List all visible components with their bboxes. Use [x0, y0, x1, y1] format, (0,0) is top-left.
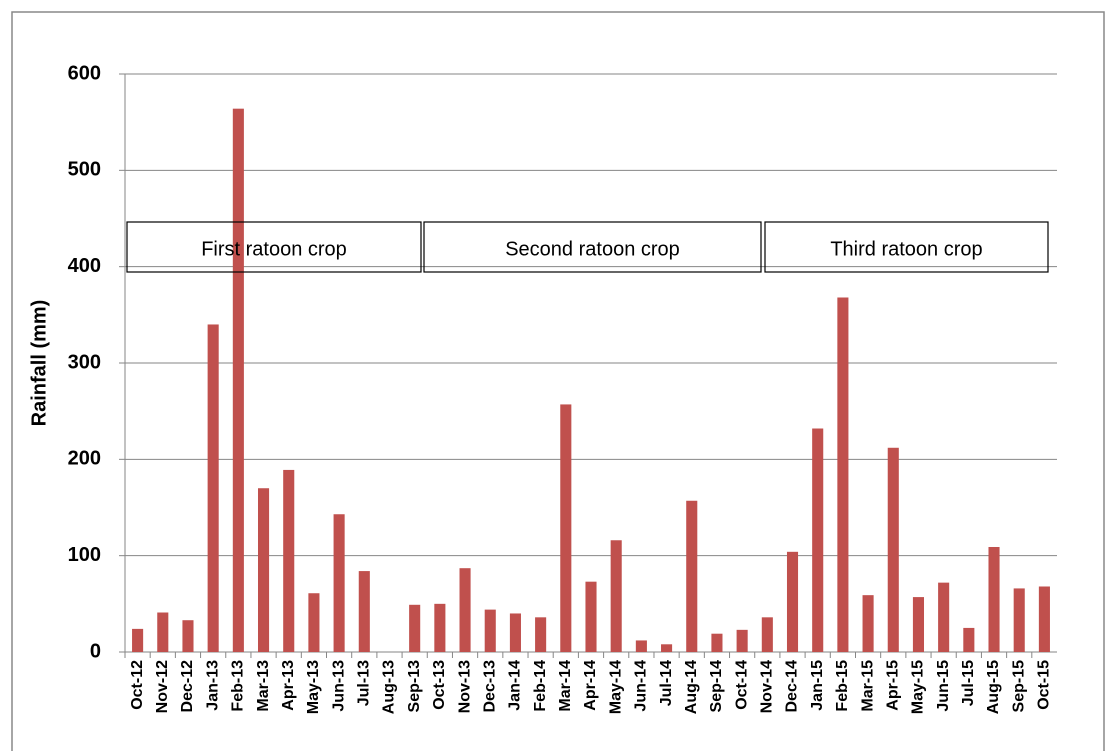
annotation: Third ratoon crop — [830, 238, 982, 260]
bar — [812, 428, 824, 652]
annotation-box — [126, 221, 422, 273]
bar — [358, 571, 370, 652]
bar — [1013, 588, 1025, 652]
x-tick-label: Mar-15 — [859, 660, 876, 712]
y-tick-label: 300 — [68, 351, 101, 373]
bar — [182, 620, 194, 652]
x-tick-label: Dec-12 — [179, 660, 196, 713]
bar — [308, 593, 320, 652]
x-tick-label: Jan-14 — [507, 660, 524, 711]
x-tick-label: Nov-13 — [456, 660, 473, 713]
bar — [661, 644, 673, 652]
x-tick-label: Feb-13 — [230, 660, 247, 712]
bar — [207, 324, 219, 652]
x-tick-label: Mar-13 — [255, 660, 272, 712]
x-tick-label: Aug-14 — [683, 660, 700, 714]
x-tick-label: Jul-13 — [356, 660, 373, 706]
bar — [535, 617, 547, 652]
x-tick-label: Aug-13 — [381, 660, 398, 714]
annotation-box — [764, 221, 1049, 273]
bar — [283, 469, 295, 652]
y-tick-label: 0 — [90, 640, 101, 662]
y-tick-label: 200 — [68, 448, 101, 470]
bar — [434, 603, 446, 652]
x-tick-label: Apr-15 — [884, 660, 901, 711]
x-tick-label: Sep-13 — [406, 660, 423, 713]
x-tick-label: Aug-15 — [985, 660, 1002, 714]
bar — [257, 488, 270, 652]
bar — [963, 627, 975, 652]
bar — [862, 595, 874, 652]
x-tick-label: Jun-13 — [330, 660, 347, 712]
x-tick-label: Sep-15 — [1010, 660, 1027, 713]
x-tick-label: Nov-14 — [759, 660, 776, 713]
x-tick-label: Feb-15 — [834, 660, 851, 712]
bar — [912, 597, 925, 652]
bar — [711, 633, 723, 652]
bar — [761, 617, 773, 652]
annotation-box — [423, 221, 762, 273]
x-tick-label: Dec-14 — [784, 660, 801, 713]
bar — [938, 582, 950, 652]
bar — [887, 447, 899, 652]
annotation: Second ratoon crop — [505, 238, 680, 260]
bar — [585, 581, 597, 652]
y-tick-label: 600 — [68, 62, 101, 84]
bar — [786, 551, 799, 652]
x-tick-label: Jan-15 — [809, 660, 826, 711]
bar — [157, 612, 169, 652]
x-tick-label: Jun-14 — [633, 660, 650, 712]
bar — [686, 500, 698, 652]
x-tick-label: May-13 — [305, 660, 322, 714]
y-tick-label: 400 — [68, 255, 101, 277]
bar — [560, 404, 572, 652]
bar — [610, 540, 622, 652]
x-tick-label: May-15 — [910, 660, 927, 714]
bar — [232, 108, 244, 653]
x-tick-label: Jul-14 — [658, 660, 675, 706]
x-tick-label: Oct-15 — [1036, 660, 1053, 710]
x-tick-label: Oct-12 — [129, 660, 146, 710]
x-tick-label: Apr-14 — [582, 660, 599, 711]
bar — [736, 629, 748, 652]
bar — [459, 568, 471, 652]
x-tick-label: Mar-14 — [557, 660, 574, 712]
x-tick-label: Sep-14 — [708, 660, 725, 713]
x-tick-label: Dec-13 — [481, 660, 498, 713]
x-tick-label: Jan-13 — [204, 660, 221, 711]
bar — [635, 640, 647, 652]
bar — [837, 297, 849, 652]
bar — [509, 613, 521, 652]
y-axis-label: Rainfall (mm) — [28, 300, 50, 427]
x-tick-label: Apr-13 — [280, 660, 297, 711]
y-tick-label: 500 — [68, 159, 101, 181]
bar — [1038, 586, 1050, 652]
bar — [132, 628, 144, 652]
bar — [988, 546, 1000, 652]
x-tick-label: Feb-14 — [532, 660, 549, 712]
x-tick-label: Jun-15 — [935, 660, 952, 712]
x-tick-label: Oct-13 — [431, 660, 448, 710]
y-tick-label: 100 — [68, 544, 101, 566]
bar — [333, 514, 345, 652]
bar — [484, 609, 496, 652]
x-tick-label: Oct-14 — [733, 660, 750, 710]
x-tick-label: Nov-12 — [154, 660, 171, 713]
x-tick-label: May-14 — [607, 660, 624, 714]
bar — [409, 604, 421, 652]
x-tick-label: Jul-15 — [960, 660, 977, 706]
annotation: First ratoon crop — [201, 238, 347, 260]
